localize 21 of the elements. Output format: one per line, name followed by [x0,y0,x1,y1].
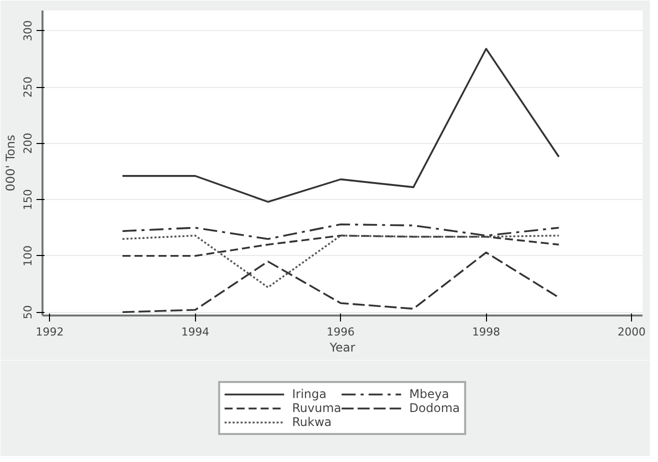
y-tick-label: 100 [22,245,34,266]
x-tick-label: 1994 [181,326,210,338]
x-tick-label: 1998 [472,326,500,338]
legend-label: Ruvuma [292,401,342,415]
legend-label: Iringa [292,387,327,401]
x-tick-label: 2000 [618,326,646,338]
line-series [122,252,560,314]
y-tick-label: 50 [22,305,34,320]
y-tick-label: 150 [22,189,34,210]
y-tick-label: 200 [22,132,34,154]
legend-label: Rukwa [292,415,332,429]
line-series [122,234,560,288]
line-series [122,48,560,203]
y-tick-label: 300 [22,20,34,42]
legend-label: Mbeya [409,387,450,401]
x-tick-label: 1992 [36,326,64,338]
x-axis-title: Year [328,340,356,354]
legend-label: Dodoma [409,401,460,415]
x-tick-label: 1996 [326,326,355,338]
y-axis-title: 000' Tons [4,134,18,192]
y-tick-label: 250 [22,76,34,98]
